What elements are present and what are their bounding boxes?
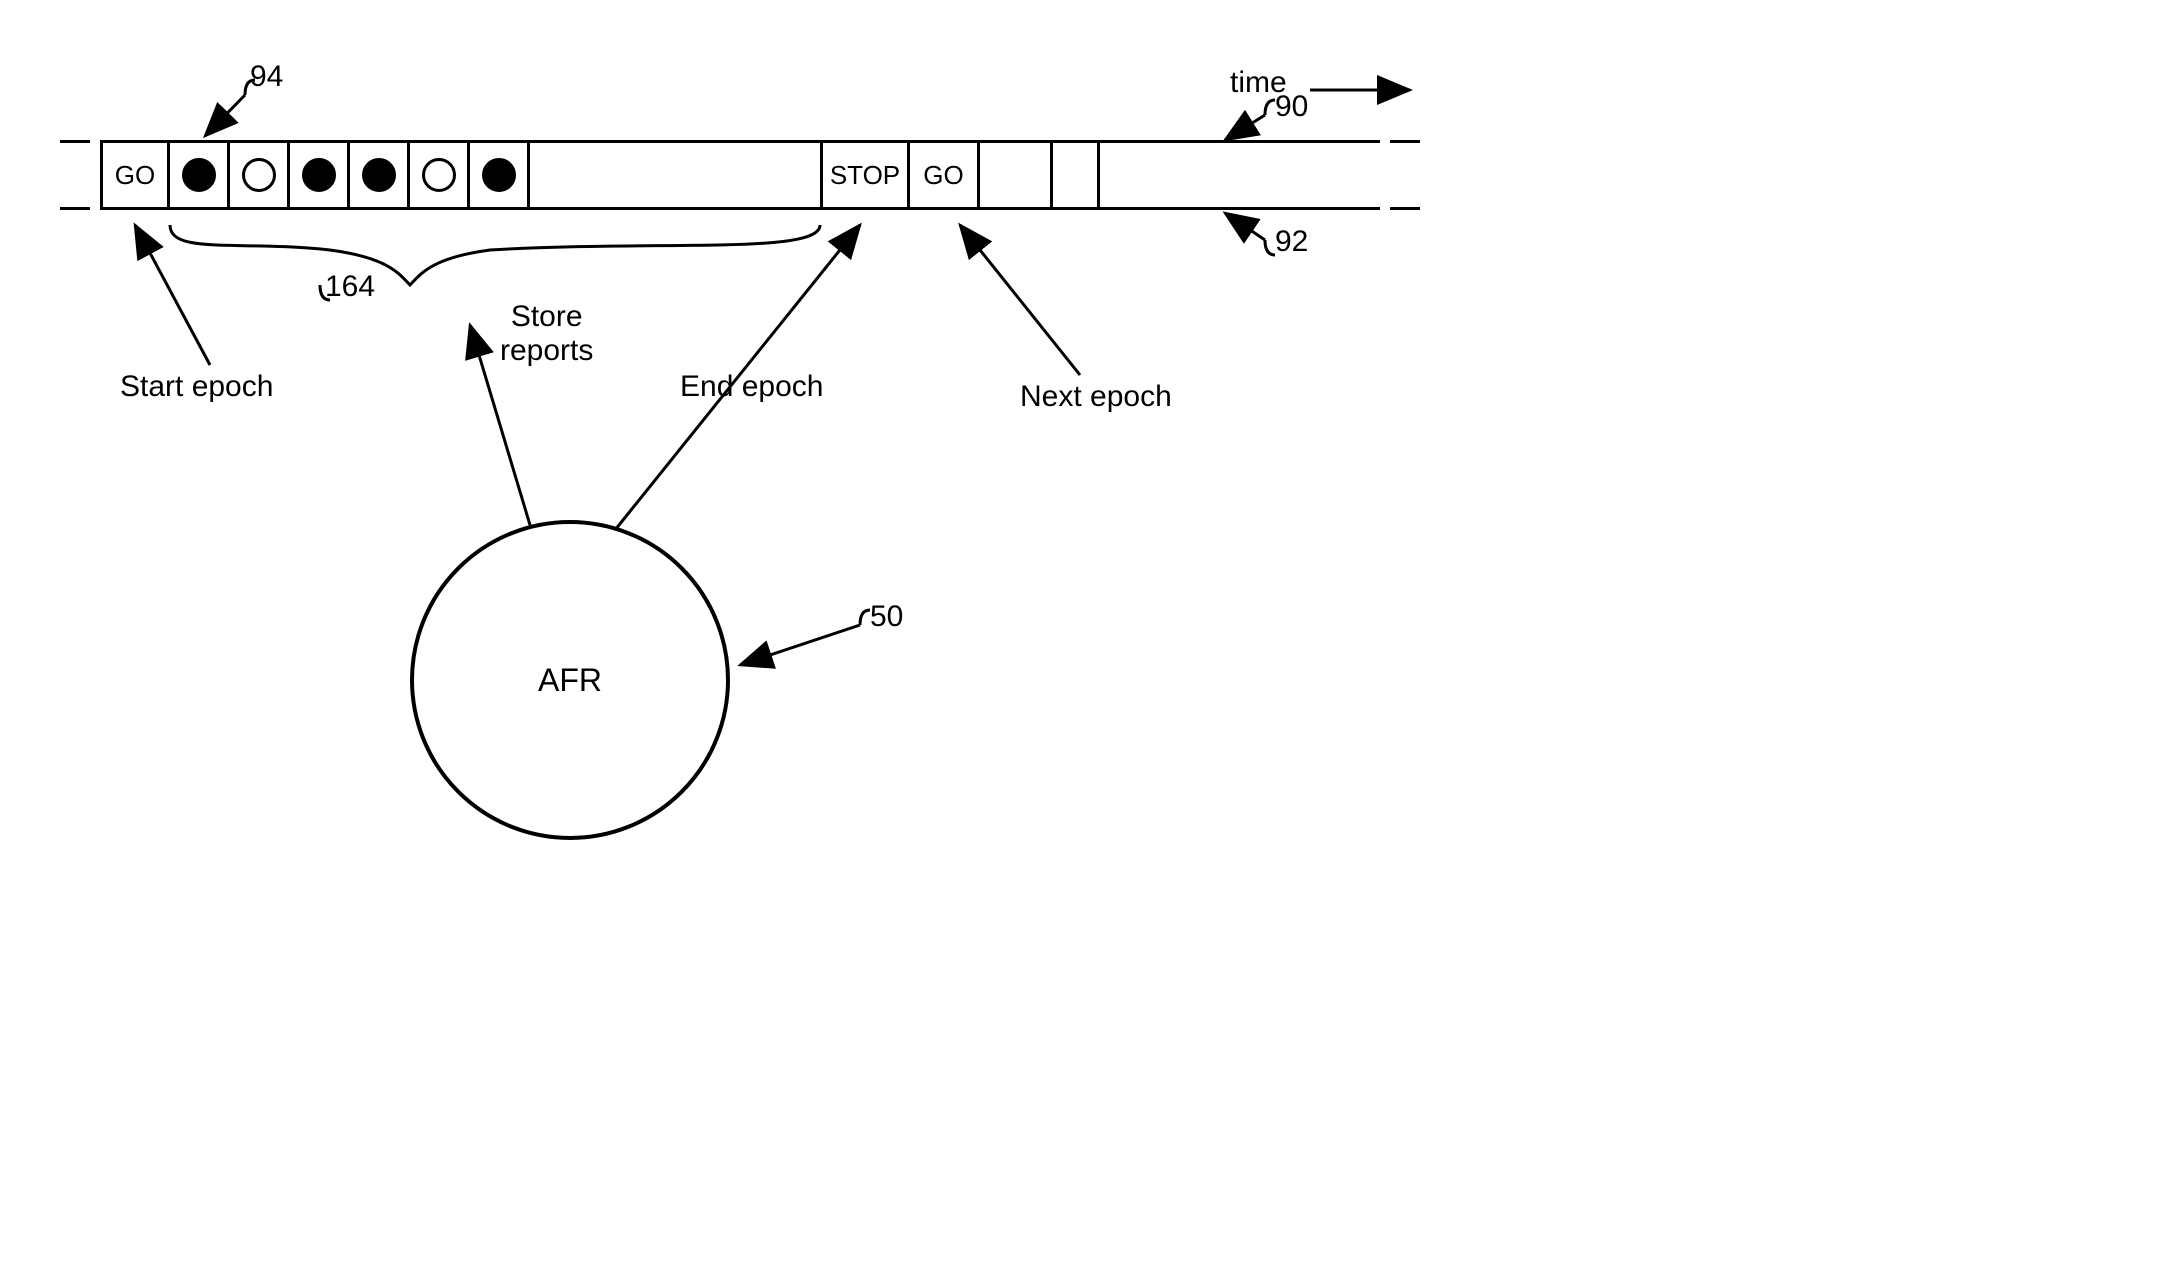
leader-92: [1265, 240, 1275, 255]
start-epoch-label: Start epoch: [120, 370, 273, 404]
dash: [60, 140, 90, 143]
timeline-cell: GO: [910, 143, 980, 207]
timeline-cell: [470, 143, 530, 207]
next-epoch-label: Next epoch: [1020, 380, 1172, 414]
timeline-cell: [1050, 143, 1100, 207]
leader-50: [860, 610, 870, 625]
timeline-cell: [230, 143, 290, 207]
next-epoch-arrow: [960, 225, 1080, 375]
dot-filled-icon: [362, 158, 396, 192]
dot-open-icon: [422, 158, 456, 192]
timeline-cell: [290, 143, 350, 207]
dot-filled-icon: [302, 158, 336, 192]
timeline-cell: [350, 143, 410, 207]
brace-164: [170, 225, 820, 285]
ref-90: 90: [1275, 90, 1308, 124]
ref-164: 164: [325, 270, 375, 304]
dot-filled-icon: [482, 158, 516, 192]
end-epoch-label: End epoch: [680, 370, 823, 404]
dash: [60, 207, 90, 210]
afr-label: AFR: [538, 662, 602, 699]
ref-50: 50: [870, 600, 903, 634]
band-bottom-line: [100, 207, 1380, 210]
timeline-band: GOSTOPGO: [100, 140, 1380, 210]
start-epoch-arrow: [135, 225, 210, 365]
timeline-cell: [170, 143, 230, 207]
timeline-cell: GO: [100, 143, 170, 207]
leader-90: [1265, 100, 1275, 115]
dash: [1390, 207, 1420, 210]
ref-92: 92: [1275, 225, 1308, 259]
timeline-cell: [410, 143, 470, 207]
dot-filled-icon: [182, 158, 216, 192]
afr-node: AFR: [410, 520, 730, 840]
dot-open-icon: [242, 158, 276, 192]
timeline-cell: STOP: [820, 143, 910, 207]
ref-94: 94: [250, 60, 283, 94]
store-reports-label: Store reports: [500, 300, 593, 368]
dash: [1390, 140, 1420, 143]
epoch-diagram: GOSTOPGO AFR time 94 90 92 164 50 Start …: [40, 40, 1440, 890]
